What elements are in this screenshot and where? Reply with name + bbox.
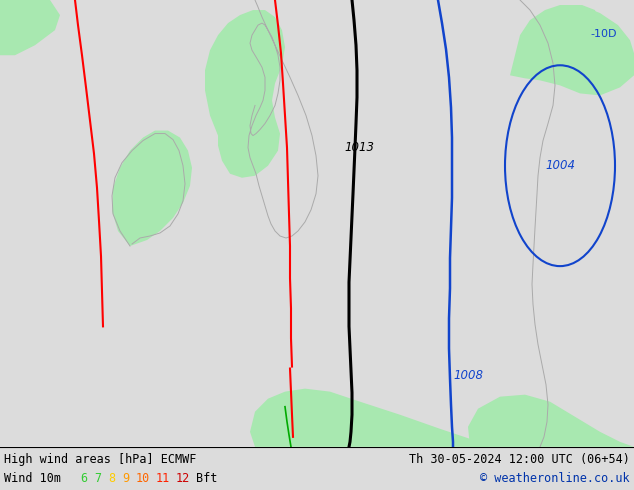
- Text: High wind areas [hPa] ECMWF: High wind areas [hPa] ECMWF: [4, 453, 197, 466]
- Polygon shape: [550, 5, 600, 55]
- Polygon shape: [205, 10, 285, 178]
- Polygon shape: [112, 130, 192, 246]
- Text: 8: 8: [108, 472, 115, 486]
- Text: 1008: 1008: [453, 368, 483, 382]
- Text: 1013: 1013: [344, 141, 374, 154]
- Text: 12: 12: [176, 472, 190, 486]
- Text: 9: 9: [122, 472, 129, 486]
- Text: 6: 6: [80, 472, 87, 486]
- Text: 7: 7: [94, 472, 101, 486]
- Text: Bft: Bft: [196, 472, 217, 486]
- Text: Th 30-05-2024 12:00 UTC (06+54): Th 30-05-2024 12:00 UTC (06+54): [409, 453, 630, 466]
- Polygon shape: [250, 389, 490, 447]
- Text: Wind 10m: Wind 10m: [4, 472, 61, 486]
- Text: © weatheronline.co.uk: © weatheronline.co.uk: [481, 472, 630, 486]
- Text: 1004: 1004: [545, 159, 575, 172]
- Polygon shape: [0, 0, 60, 55]
- Text: -10D: -10D: [590, 29, 616, 39]
- Polygon shape: [468, 394, 634, 447]
- Text: 10: 10: [136, 472, 150, 486]
- Text: 11: 11: [156, 472, 171, 486]
- Polygon shape: [510, 5, 634, 96]
